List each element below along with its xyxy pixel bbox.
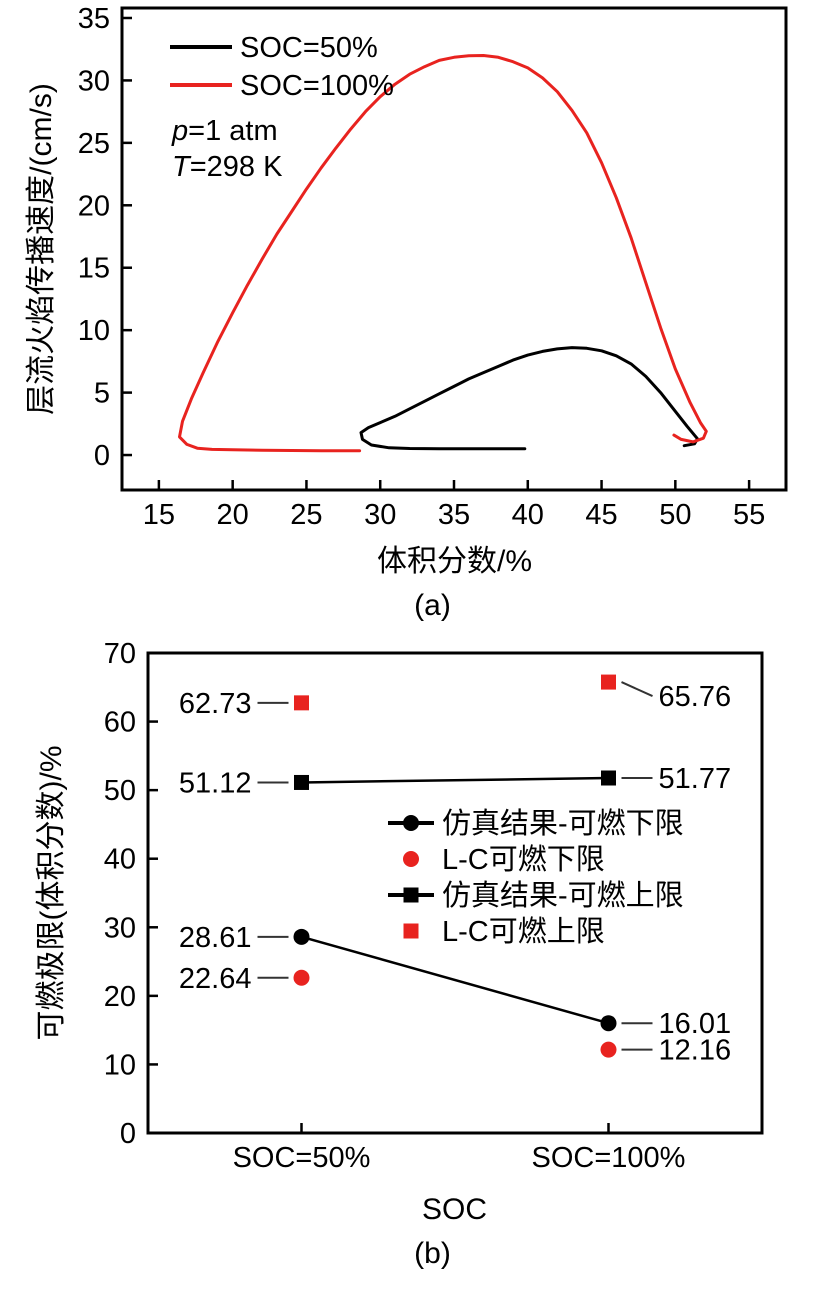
marker-circle [293,928,310,945]
x-tick-label: 35 [438,499,470,531]
marker-square [294,695,309,711]
point-value-label: 65.76 [659,681,732,713]
y-tick-label: 10 [104,1049,136,1081]
series-SOC=50% [359,346,699,451]
y-tick-label: 35 [78,3,110,35]
y-tick-label: 0 [94,440,110,472]
x-tick-label: 20 [217,499,249,531]
chart-a-canvas: 15 20 25 30 35 40 45 50 5505101520253035SOC=50%S… [78,3,788,531]
point-value-label: 16.01 [659,1008,732,1040]
plot-frame [120,6,788,492]
marker-circle [600,1015,617,1032]
y-tick-label: 25 [78,128,110,160]
x-tick-label: 40 [512,499,544,531]
y-tick-label: 70 [104,638,136,670]
chart-a-sublabel: (a) [414,589,451,622]
y-tick-label: 10 [78,315,110,347]
point-value-label: 22.64 [179,963,252,995]
y-tick-label: 60 [104,707,136,739]
legend-label: SOC=50% [240,32,378,64]
chart-a-ylabel: 层流火焰传播速度/(cm/s) [25,83,58,415]
condition-text: T=298 K [172,151,283,183]
y-tick-label: 40 [104,844,136,876]
plot-frame [146,651,764,1135]
marker-square [601,770,616,786]
series-line-仿真结果-可燃上限 [301,776,609,784]
series-line-仿真结果-可燃下限 [301,935,609,1025]
marker-circle [403,851,419,867]
point-value-label: 12.16 [659,1035,732,1067]
chart-a: 15 20 25 30 35 40 45 50 55 0 5 10 15 20 25 30 35 SOC=50% S… [0,0,817,628]
legend-label: L-C可燃下限 [442,843,605,876]
chart-a-xlabel: 体积分数/% [376,545,532,578]
marker-square [403,923,419,939]
marker-square [601,674,616,690]
legend-label: 仿真结果-可燃下限 [442,807,684,840]
point-labels: 62.73 65.76 51.12 51.77 28.61 16.01 22.64 12.16 [179,681,731,1067]
axes: SOC=50% SOC=100% 0 10 20 30 40 50 60 70 [104,638,764,1174]
marker-circle [293,969,310,986]
marker-circle [600,1041,617,1058]
point-value-label: 28.61 [179,922,252,954]
legend: SOC=50% SOC=100% [170,32,394,102]
x-tick-label: 30 [364,499,396,531]
chart-b-xlabel: SOC [421,1193,487,1226]
axes: 15 20 25 30 35 40 45 50 55 0 5 10 15 20 25 30 35 [78,3,788,531]
y-tick-label: 20 [104,981,136,1013]
chart-b: SOC=50% SOC=100% 0 10 20 30 40 50 60 70 仿真结果-可燃下限 L… [0,628,817,1276]
point-value-label: 62.73 [179,688,252,720]
series-group [178,54,708,453]
conditions: p=1 atm T=298 K [171,115,283,183]
label-connector [621,681,653,697]
condition-text: p=1 atm [171,115,278,147]
chart-b-ylabel: 可燃极限(体积分数)/% [35,745,68,1041]
series-group [293,674,617,1058]
y-tick-label: 30 [104,912,136,944]
y-tick-label: 30 [78,65,110,97]
series-SOC=100% [178,54,708,453]
x-tick-label: 25 [290,499,322,531]
y-tick-label: 20 [78,190,110,222]
y-tick-label: 5 [94,378,110,410]
x-tick-label: SOC=100% [532,1142,686,1174]
legend-label: L-C可燃上限 [442,915,605,948]
y-tick-label: 50 [104,775,136,807]
y-tick-label: 15 [78,253,110,285]
marker-circle [403,815,419,831]
y-tick-label: 0 [120,1118,136,1150]
legend-label: SOC=100% [240,70,394,102]
x-tick-label: 45 [585,499,617,531]
marker-square [403,887,419,903]
x-tick-label: 55 [733,499,765,531]
x-tick-label: 50 [659,499,691,531]
chart-b-sublabel: (b) [414,1237,451,1270]
point-value-label: 51.77 [659,763,732,795]
x-tick-label: 15 [143,499,175,531]
marker-square [294,774,309,790]
x-tick-label: SOC=50% [233,1142,371,1174]
point-value-label: 51.12 [179,767,252,799]
chart-b-canvas: SOC=50% SOC=100%010203040506070仿真结果-可燃下限L… [104,638,764,1174]
legend-label: 仿真结果-可燃上限 [442,879,684,912]
